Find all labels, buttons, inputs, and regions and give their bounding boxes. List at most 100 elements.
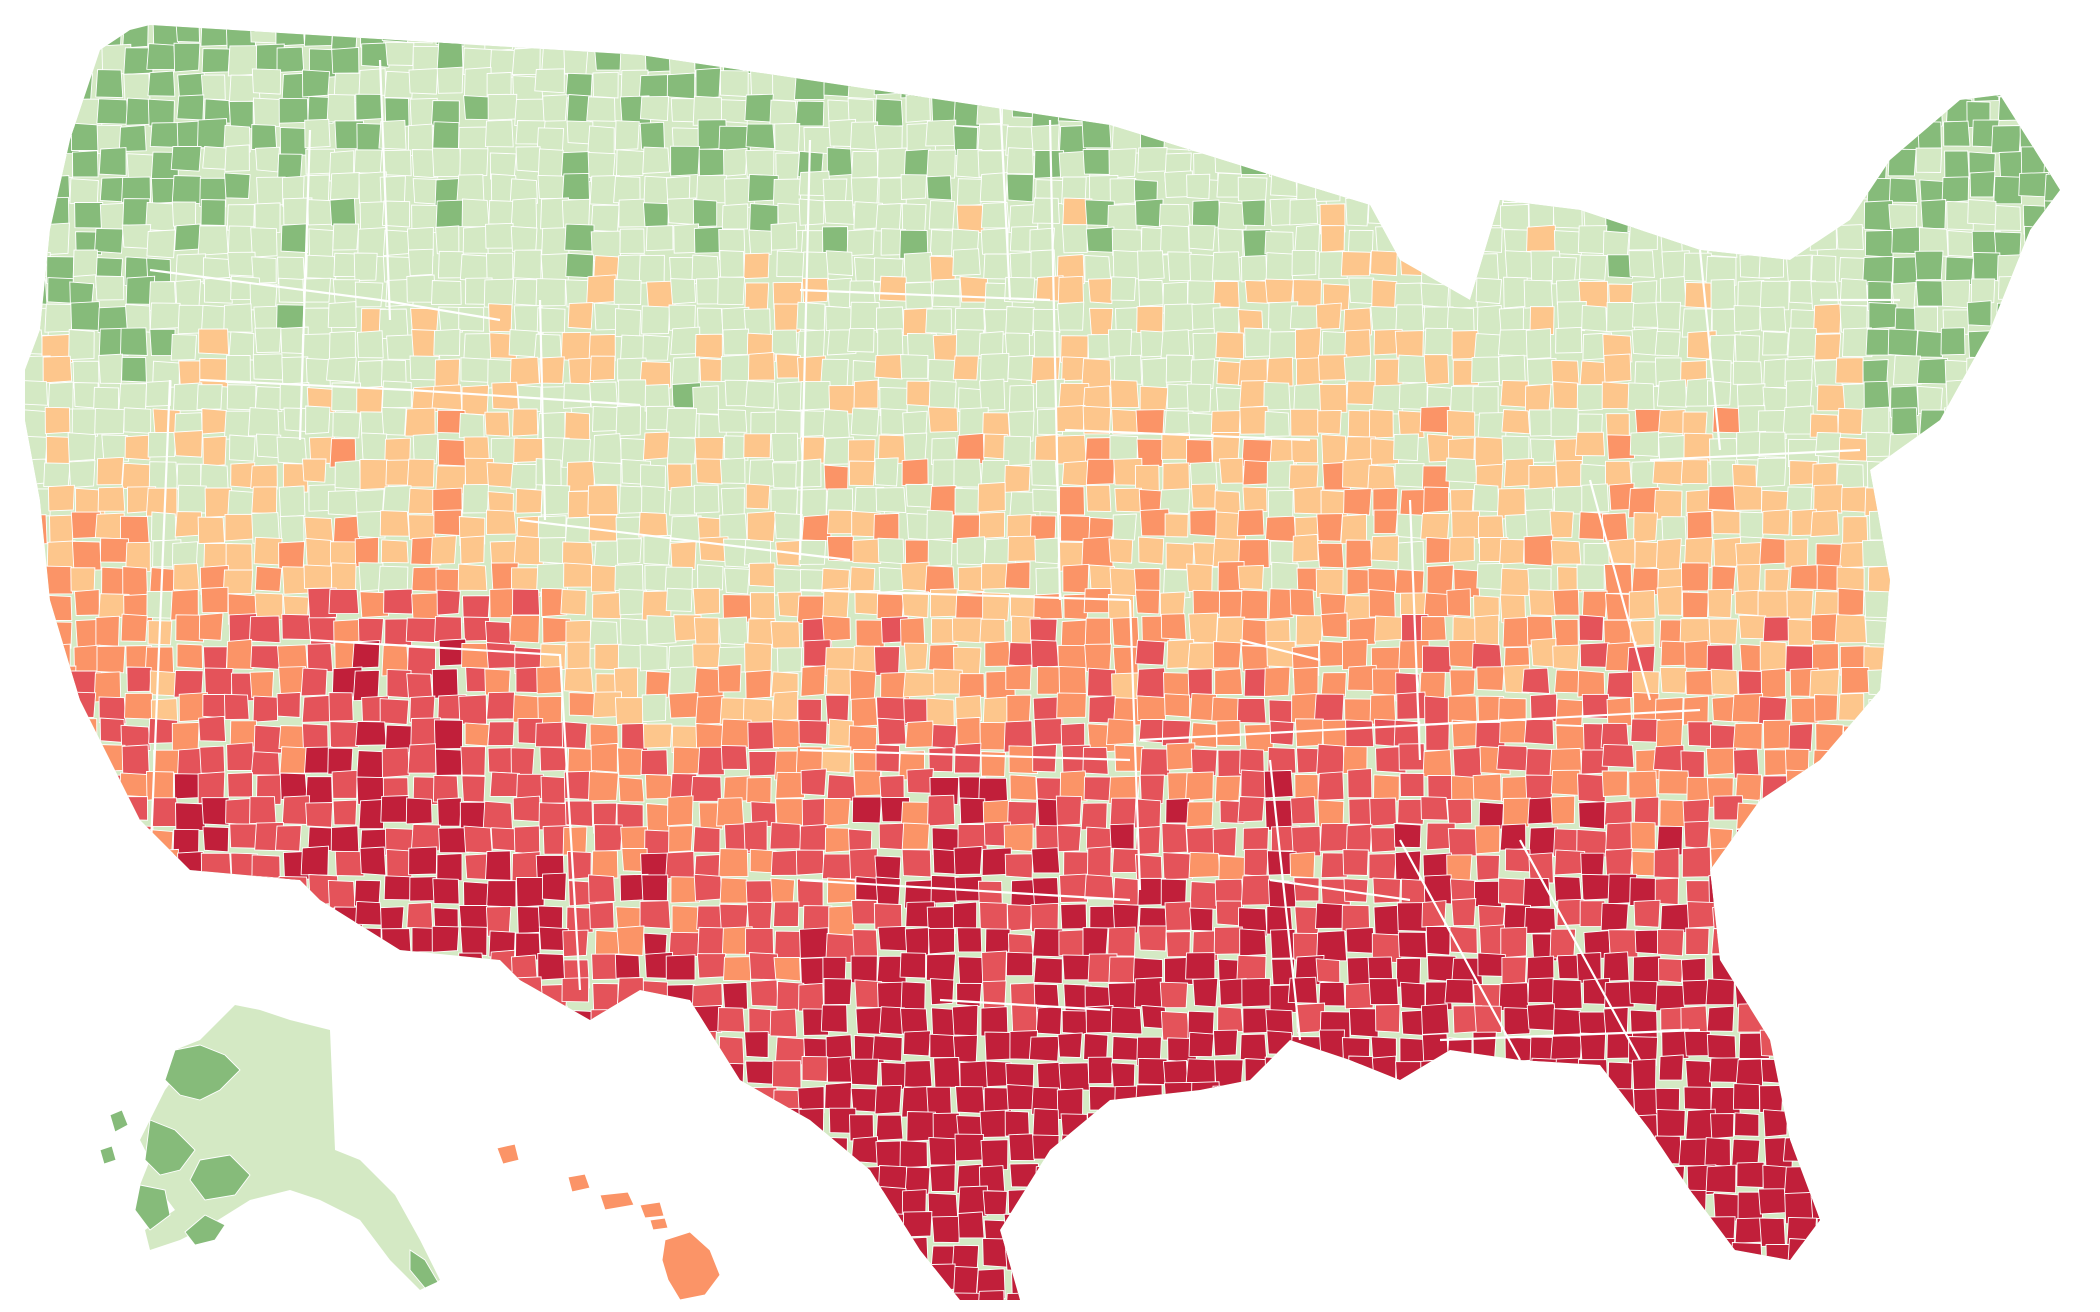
county-cell bbox=[1420, 254, 1449, 286]
county-cell bbox=[204, 667, 234, 697]
county-cell bbox=[25, 875, 49, 904]
county-cell bbox=[1420, 68, 1447, 99]
county-cell bbox=[1498, 99, 1523, 126]
county-cell bbox=[255, 955, 285, 985]
county-cell bbox=[616, 925, 645, 956]
county-cell bbox=[1861, 406, 1890, 434]
county-cell bbox=[125, 1034, 155, 1062]
county-cell bbox=[535, 278, 566, 307]
county-cell bbox=[1346, 380, 1376, 406]
county-cell bbox=[1008, 410, 1035, 442]
county-cell bbox=[1448, 639, 1476, 668]
county-cell bbox=[561, 1110, 591, 1136]
county-cell bbox=[565, 1239, 595, 1265]
county-cell bbox=[1109, 823, 1135, 850]
county-cell bbox=[436, 853, 463, 882]
county-cell bbox=[2024, 434, 2056, 462]
county-cell bbox=[1292, 1264, 1323, 1296]
county-cell bbox=[1212, 1085, 1239, 1110]
county-cell bbox=[1393, 74, 1424, 103]
county-cell bbox=[1366, 177, 1394, 207]
county-cell bbox=[1347, 1166, 1376, 1194]
county-cell bbox=[1731, 693, 1764, 724]
county-cell bbox=[1028, 1035, 1060, 1062]
county-cell bbox=[693, 226, 723, 254]
county-cell bbox=[979, 901, 1008, 931]
county-cell bbox=[279, 126, 308, 157]
county-cell bbox=[68, 460, 96, 489]
county-cell bbox=[1470, 1164, 1499, 1189]
county-cell bbox=[1107, 926, 1136, 957]
county-cell bbox=[1004, 1110, 1030, 1138]
county-cell bbox=[1504, 250, 1534, 279]
county-cell bbox=[718, 848, 749, 878]
county-cell bbox=[70, 748, 103, 778]
county-cell bbox=[97, 855, 127, 882]
county-cell bbox=[1736, 175, 1765, 202]
county-cell bbox=[176, 463, 202, 489]
county-cell bbox=[1733, 95, 1760, 124]
county-cell bbox=[852, 929, 879, 957]
county-cell bbox=[307, 1270, 337, 1299]
county-cell bbox=[25, 25, 45, 47]
county-cell bbox=[1316, 1291, 1342, 1300]
county-cell bbox=[1397, 798, 1426, 825]
county-cell bbox=[1007, 354, 1036, 382]
county-cell bbox=[93, 1164, 119, 1190]
county-cell bbox=[1114, 99, 1140, 126]
county-cell bbox=[1939, 669, 1967, 696]
county-cell bbox=[405, 1060, 434, 1093]
county-cell bbox=[254, 565, 283, 592]
county-cell bbox=[301, 723, 329, 750]
county-cell bbox=[743, 820, 768, 852]
county-cell bbox=[671, 905, 700, 936]
county-cell bbox=[1475, 854, 1500, 881]
county-cell bbox=[25, 409, 48, 439]
county-cell bbox=[692, 826, 721, 853]
county-cell bbox=[1603, 564, 1633, 594]
county-cell bbox=[1315, 1081, 1341, 1109]
county-cell bbox=[1627, 382, 1655, 412]
county-cell bbox=[1030, 124, 1060, 155]
county-cell bbox=[1705, 255, 1737, 287]
county-cell bbox=[982, 68, 1007, 101]
county-cell bbox=[1998, 1062, 2025, 1090]
county-cell bbox=[1995, 593, 2025, 625]
county-cell bbox=[458, 126, 489, 152]
county-cell bbox=[1947, 875, 1974, 904]
county-cell bbox=[1445, 25, 1473, 50]
county-cell bbox=[1603, 1238, 1630, 1268]
county-cell bbox=[2047, 279, 2060, 306]
county-cell bbox=[1473, 1214, 1503, 1240]
county-cell bbox=[1842, 905, 1872, 933]
county-cell bbox=[1891, 1244, 1923, 1274]
county-cell bbox=[1471, 356, 1500, 384]
county-cell bbox=[539, 643, 567, 670]
county-cell bbox=[1160, 1266, 1190, 1295]
county-cell bbox=[69, 178, 99, 206]
county-cell bbox=[379, 698, 410, 725]
county-cell bbox=[74, 201, 104, 229]
county-cell bbox=[1317, 542, 1345, 569]
county-cell bbox=[1451, 226, 1478, 252]
county-cell bbox=[873, 1291, 900, 1300]
county-cell bbox=[1760, 926, 1790, 951]
county-cell bbox=[413, 1164, 445, 1192]
county-cell bbox=[1756, 25, 1784, 47]
county-cell bbox=[1189, 1136, 1221, 1165]
county-cell bbox=[227, 225, 255, 256]
county-cell bbox=[1269, 1109, 1297, 1139]
county-cell bbox=[334, 1030, 364, 1059]
county-cell bbox=[305, 405, 331, 435]
county-cell bbox=[1445, 200, 1475, 232]
county-cell bbox=[1810, 510, 1840, 538]
county-cell bbox=[1135, 25, 1163, 48]
county-cell bbox=[146, 770, 175, 801]
county-cell bbox=[720, 354, 751, 383]
county-cell bbox=[1686, 901, 1716, 929]
county-cell bbox=[459, 254, 489, 282]
county-cell bbox=[1268, 1087, 1298, 1114]
county-cell bbox=[540, 775, 567, 804]
county-cell bbox=[1915, 878, 1941, 907]
county-cell bbox=[1863, 1008, 1894, 1038]
